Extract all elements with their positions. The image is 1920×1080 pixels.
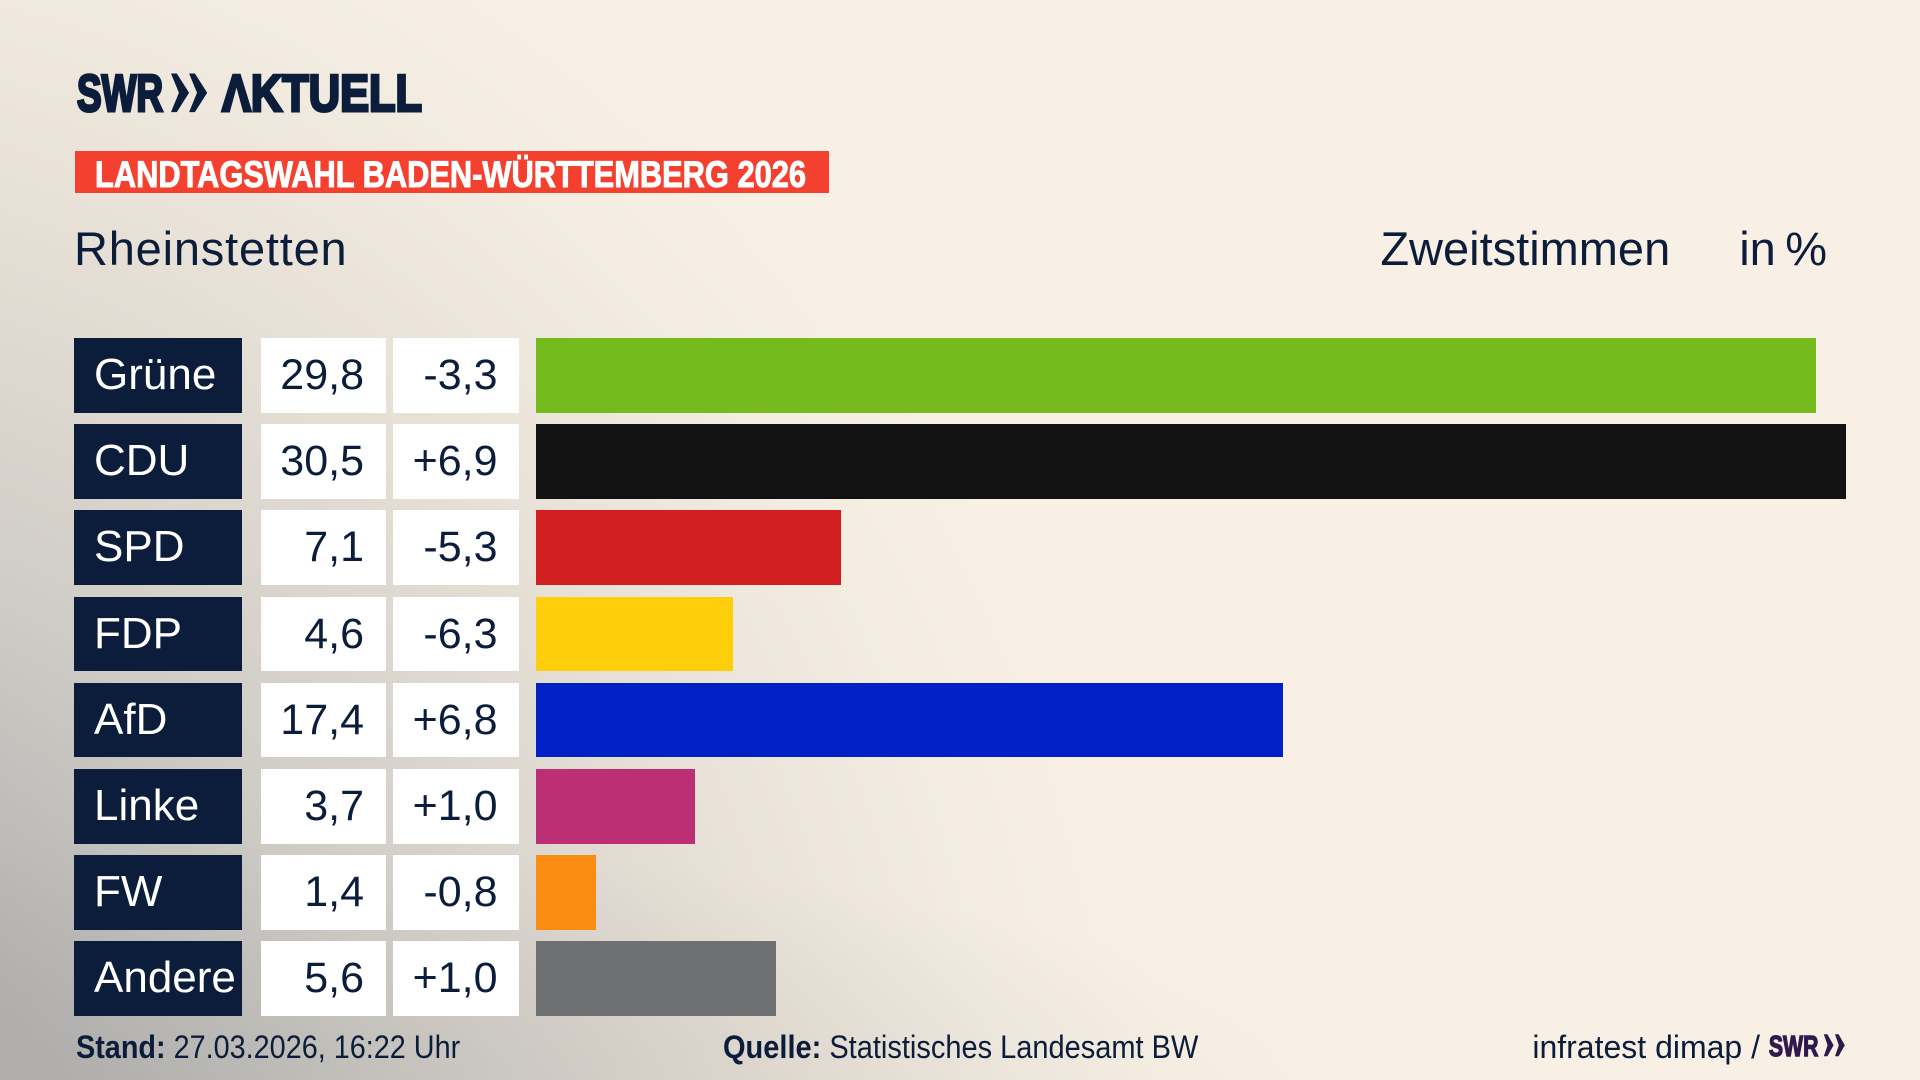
svg-text:SWR: SWR [77,64,163,122]
svg-text:SWR: SWR [1768,1031,1818,1063]
svg-text:LANDTAGSWAHL BADEN-WÜRTTEMBERG: LANDTAGSWAHL BADEN-WÜRTTEMBERG 2026 [95,154,806,193]
svg-text:ΛKTUELL: ΛKTUELL [222,64,422,122]
